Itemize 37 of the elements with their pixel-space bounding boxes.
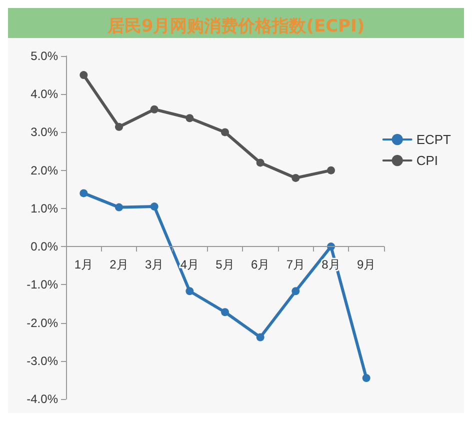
y-tick-label: 4.0% (30, 87, 58, 102)
point (221, 308, 229, 316)
chart-title: 居民9月网购消费价格指数(ECPI) (106, 16, 365, 36)
y-tick-label: -3.0% (26, 354, 58, 368)
point (80, 189, 88, 198)
y-tick-label: 2.0% (30, 163, 58, 178)
x-tick-label: 7月 (286, 258, 306, 272)
point (115, 203, 123, 212)
point (186, 114, 194, 122)
x-tick-label: 2月 (110, 258, 128, 272)
y-tick-label: -4.0% (26, 392, 58, 406)
point (80, 71, 88, 80)
y-tick-label: 0.0% (30, 240, 58, 254)
y-tick-label: 1.0% (30, 201, 58, 216)
legend-label: ECPT (416, 132, 452, 147)
point (150, 202, 158, 211)
y-tick-label: 5.0% (30, 49, 58, 63)
point (115, 122, 123, 131)
x-tick-label: 6月 (250, 258, 270, 272)
legend-label: CPI (416, 153, 438, 168)
x-tick-label: 9月 (356, 258, 376, 272)
point (256, 158, 264, 167)
y-tick-label: -1.0% (26, 278, 58, 292)
x-tick-label: 5月 (216, 258, 234, 272)
y-tick-label: -2.0% (26, 316, 58, 330)
point (292, 287, 300, 296)
point (150, 105, 158, 114)
y-tick-label: 3.0% (30, 125, 58, 140)
x-tick-label: 4月 (180, 258, 200, 272)
point (221, 128, 229, 136)
point (186, 287, 194, 296)
x-tick-label: 3月 (144, 258, 164, 272)
point (327, 166, 335, 174)
point (256, 333, 264, 342)
point (292, 174, 300, 182)
point (362, 374, 370, 382)
x-tick-label: 1月 (74, 258, 94, 272)
